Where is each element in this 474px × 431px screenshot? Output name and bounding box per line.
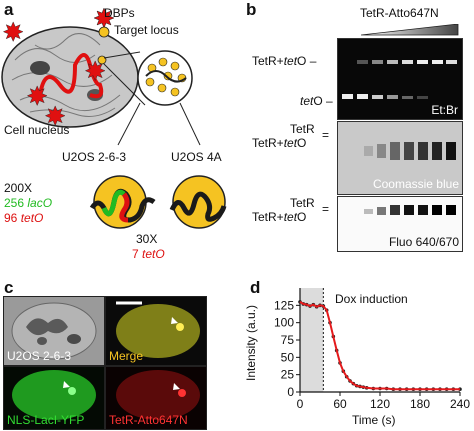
gel-fluo-bands [364, 205, 456, 215]
tile-brightfield-label: U2OS 2-6-3 [7, 349, 72, 363]
gel-coomassie-bands [364, 142, 456, 160]
gel-etbr: Et:Br [337, 38, 463, 120]
tile-merge-label: Merge [109, 349, 144, 363]
y-tick-label: 50 [281, 350, 295, 364]
x-axis-label: Time (s) [352, 413, 396, 427]
fit-curve [299, 301, 460, 391]
panel-a-schematic [1, 7, 227, 229]
y-tick-label: 0 [287, 385, 294, 399]
dbp-markers [2, 21, 106, 127]
y-tick-label: 125 [274, 298, 294, 312]
gel-etbr-bands [342, 60, 457, 99]
gel3-tetr-label: TetR [290, 196, 315, 210]
y-tick-label: 75 [281, 333, 295, 347]
chromosome-4a [169, 191, 227, 222]
gel-fluo: Fluo 640/670 [337, 196, 463, 252]
panel-b-label: b [246, 0, 257, 19]
x-tick-label: 60 [333, 397, 347, 411]
x-tick-label: 180 [410, 397, 430, 411]
panel-a-label: a [4, 0, 14, 19]
tile-tetr-atto: TetR-Atto647N [105, 366, 207, 430]
tile-tetr-atto-label: TetR-Atto647N [109, 413, 188, 427]
gel2-tetr-label: TetR [290, 122, 315, 136]
dox-annotation: Dox induction [335, 292, 408, 306]
teto-label: 96 tetO [4, 211, 44, 225]
tile-brightfield: U2OS 2-6-3 [3, 296, 105, 366]
x-tick-label: 120 [370, 397, 390, 411]
etbr-stain-label: Et:Br [431, 103, 458, 117]
x-tick-label: 240 [450, 397, 470, 411]
rep-200x-label: 200X [4, 181, 33, 195]
chromosome-track [38, 53, 104, 99]
locus-marker [97, 55, 107, 65]
gel3-complex-label: TetR+tetO [252, 210, 307, 224]
laco-label: 256 lacO [4, 196, 53, 210]
gel1-upper-band-label: TetR+tetO – [252, 54, 317, 68]
rep-30x-label: 30X [136, 232, 158, 246]
locus-legend-icon [98, 26, 110, 38]
legend-locus-label: Target locus [114, 23, 179, 37]
tile-laci-yfp-label: NLS-LacI-YFP [7, 413, 85, 427]
titration-wedge [361, 24, 459, 36]
y-axis-label: Intensity (a.u.) [244, 304, 258, 382]
y-tick-label: 25 [281, 368, 295, 382]
cell-line-1-label: U2OS 2-6-3 [62, 150, 127, 164]
teto-array [119, 192, 130, 223]
coomassie-stain-label: Coomassie blue [372, 177, 459, 191]
gel2-bracket: = [322, 128, 330, 142]
teto-4a-label: 7 tetO [132, 247, 165, 261]
cell-line-2-label: U2OS 4A [171, 150, 222, 164]
intensity-chart: 0 60 120 180 240 0 25 50 75 100 125 [274, 288, 470, 411]
gel-coomassie: Coomassie blue [337, 121, 463, 195]
y-tick-label: 100 [274, 316, 294, 330]
legend-dbps-label: DBPs [104, 6, 135, 20]
laco-array [101, 189, 126, 217]
gel1-lower-band-label: tetO – [300, 94, 333, 108]
pre-induction-region [300, 288, 324, 392]
tile-merge: Merge [105, 296, 207, 366]
panel-c-label: c [4, 278, 14, 297]
titration-title: TetR-Atto647N [360, 6, 439, 20]
nucleolus [30, 61, 50, 75]
tile-laci-yfp: NLS-LacI-YFP [3, 366, 105, 430]
nucleus-label: Cell nucleus [4, 123, 70, 137]
x-tick-label: 0 [297, 397, 304, 411]
fluo-stain-label: Fluo 640/670 [388, 235, 459, 249]
nucleus-4a [172, 175, 226, 229]
panel-d-label: d [250, 278, 261, 297]
gel2-complex-label: TetR+tetO [252, 136, 307, 150]
gel3-bracket: = [322, 202, 330, 216]
